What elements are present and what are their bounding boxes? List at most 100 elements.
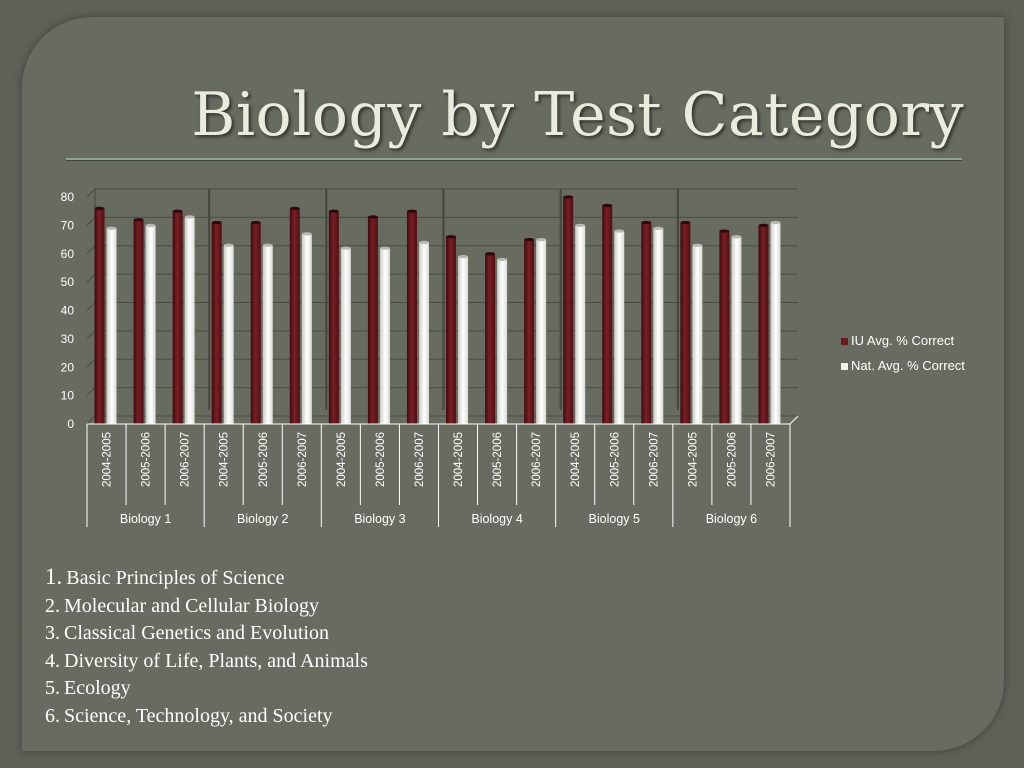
x-tick-label: 2004-2005 [102,432,114,487]
iu-bar-cap [719,229,730,233]
group-label: Biology 5 [589,512,640,526]
iu-bar [211,222,222,424]
gridline-depth [86,302,96,311]
nat-bar [497,259,508,424]
iu-bar-cap [172,209,183,213]
nat-bar [379,248,390,424]
category-item-6: 6. Science, Technology, and Society [45,703,368,731]
iu-bar [680,222,691,424]
x-tick-label: 2005-2006 [609,432,621,487]
nat-bar [575,225,586,424]
iu-bar-cap [406,209,417,213]
category-number: 3. [45,622,60,644]
gridline-depth [86,245,96,255]
iu-bar-cap [446,235,457,239]
nat-bar-cap [340,246,351,250]
category-item-1: 1. Basic Principles of Science [45,563,368,593]
iu-bar [367,216,378,424]
y-tick-label: 0 [67,417,74,431]
iu-bar [250,222,261,424]
iu-bar-cap [289,206,300,210]
legend-label: Nat. Avg. % Correct [851,358,965,373]
iu-bar [641,222,652,424]
y-tick-label: 80 [61,190,75,204]
gridline-depth [86,273,96,283]
category-item-3: 3. Classical Genetics and Evolution [45,620,368,648]
nat-bar-cap [692,243,703,247]
x-tick-label: 2005-2006 [492,432,504,487]
legend-swatch-nat [841,363,848,370]
nat-bar [145,225,156,424]
x-tick-label: 2004-2005 [336,432,348,487]
iu-bar [446,236,457,424]
iu-bar-cap [485,252,496,256]
category-label: Ecology [64,677,131,699]
y-tick-label: 20 [61,360,75,374]
iu-bar [406,211,417,424]
iu-bar-cap [94,206,105,210]
category-label: Basic Principles of Science [66,567,285,589]
iu-bar [602,205,613,424]
category-number: 6. [45,704,60,727]
y-tick-label: 40 [61,304,75,318]
nat-bar-cap [262,243,273,247]
category-label: Diversity of Life, Plants, and Animals [64,649,368,672]
nat-bar [262,245,273,424]
iu-bar [524,239,535,424]
x-axis-depth [789,415,799,425]
gridline-depth [86,330,96,340]
iu-bar-cap [250,220,261,225]
nat-bar [614,231,625,424]
iu-bar [328,211,339,424]
x-tick-label: 2006-2007 [531,432,543,487]
iu-bar-cap [563,195,574,199]
iu-bar [485,253,496,424]
x-tick-label: 2006-2007 [414,432,426,487]
nat-bar-cap [536,237,547,242]
category-item-5: 5. Ecology [45,675,368,703]
iu-bar-cap [680,220,691,225]
nat-bar-cap [106,226,117,230]
x-tick-label: 2006-2007 [297,432,309,487]
y-tick-label: 70 [61,218,75,232]
nat-bar-cap [418,240,429,244]
nat-bar-cap [458,254,469,259]
group-label: Biology 4 [471,512,522,526]
nat-bar-cap [653,226,664,230]
nat-bar-cap [770,220,781,225]
category-label: Classical Genetics and Evolution [64,622,329,644]
test-category-list: 1. Basic Principles of Science 2. Molecula… [45,563,368,730]
category-label: Molecular and Cellular Biology [64,594,319,617]
iu-bar-cap [328,209,339,213]
legend-swatch-iu [841,338,848,345]
gridline-depth [86,387,96,396]
gridline-depth [86,217,96,226]
x-tick-label: 2005-2006 [141,432,153,487]
category-label: Science, Technology, and Society [64,704,333,727]
iu-bar [94,208,105,424]
nat-bar [106,228,117,424]
iu-bar-cap [211,220,222,225]
iu-bar [172,211,183,424]
x-tick-label: 2004-2005 [570,432,582,487]
nat-bar [223,245,234,424]
iu-bar-cap [367,215,378,219]
iu-bar [719,231,730,424]
category-number: 2. [45,594,60,617]
x-tick-label: 2005-2006 [258,432,270,487]
iu-bar-cap [641,220,652,225]
x-tick-label: 2004-2005 [453,432,465,487]
category-number: 4. [45,649,60,672]
group-label: Biology 1 [120,512,171,526]
x-tick-label: 2006-2007 [765,432,777,487]
iu-bar [563,197,574,424]
legend-label: IU Avg. % Correct [851,333,954,348]
y-tick-label: 10 [61,389,75,403]
title-divider [66,158,962,160]
nat-bar-cap [301,232,312,236]
nat-bar-cap [575,223,586,227]
nat-bar-cap [184,215,195,219]
x-tick-label: 2006-2007 [648,432,660,487]
iu-bar-cap [758,223,769,227]
